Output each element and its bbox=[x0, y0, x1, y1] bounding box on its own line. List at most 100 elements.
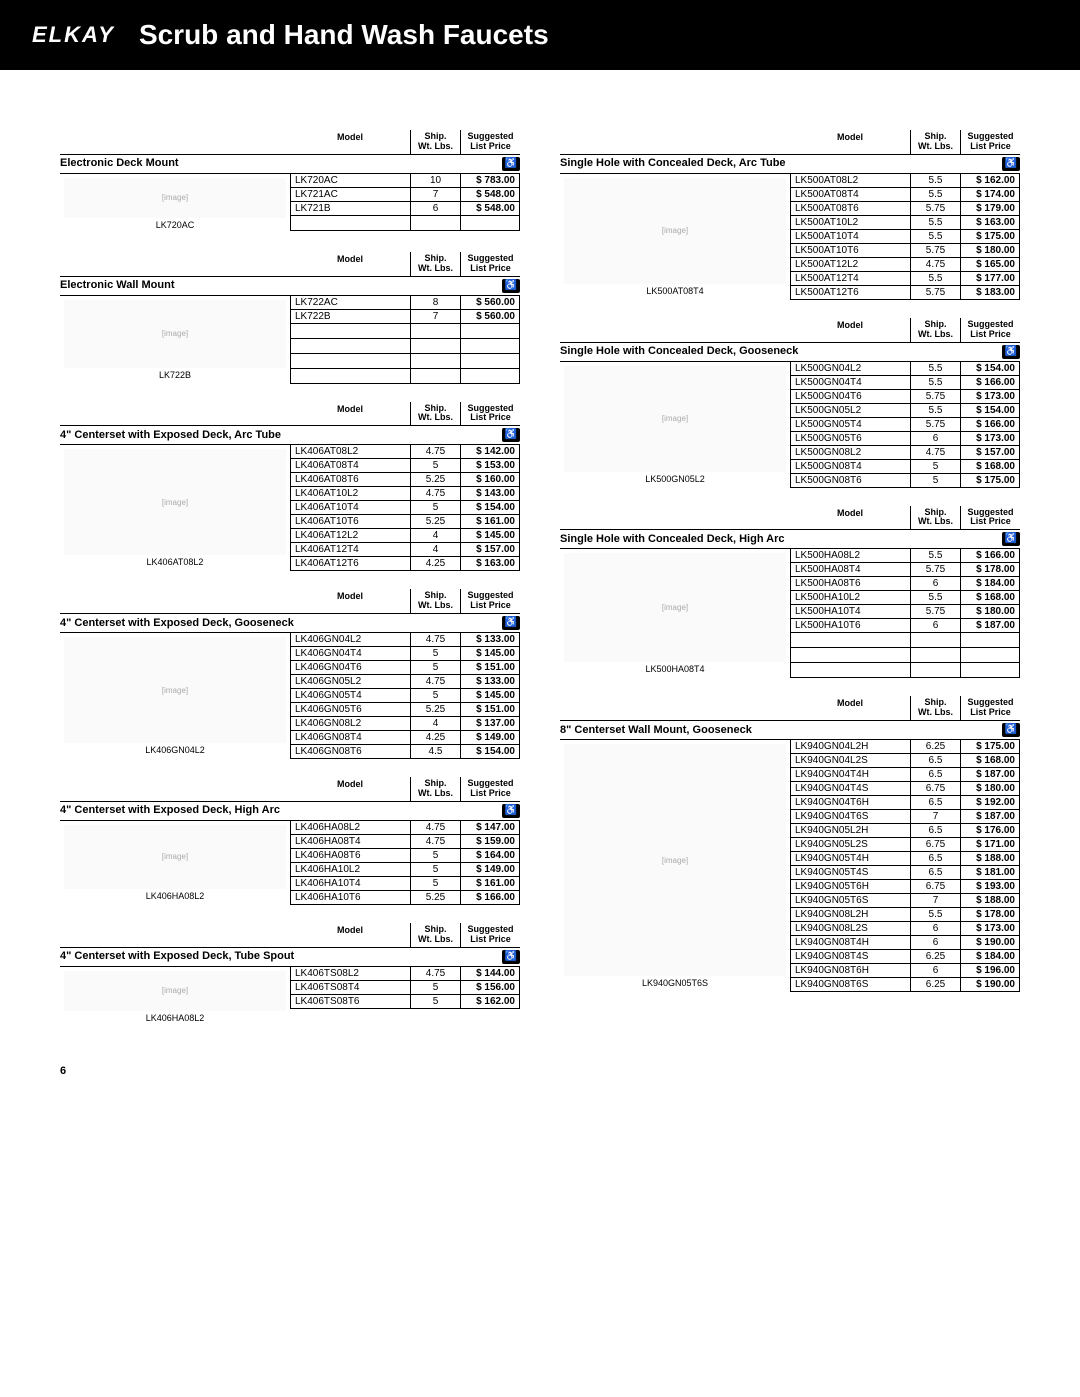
col-list-price: SuggestedList Price bbox=[460, 252, 520, 276]
section-title: Single Hole with Concealed Deck, Arc Tub… bbox=[560, 157, 1002, 170]
cell-price: $ 184.00 bbox=[960, 950, 1020, 963]
cell-model: LK406AT12T4 bbox=[290, 543, 410, 556]
cell-price: $ 166.00 bbox=[960, 549, 1020, 562]
cell-model: LK406TS08T4 bbox=[290, 981, 410, 994]
table-row: LK406HA10T45$ 161.00 bbox=[290, 877, 520, 891]
cell-price: $ 145.00 bbox=[460, 689, 520, 702]
product-section: ModelShip.Wt. Lbs.SuggestedList PriceEle… bbox=[60, 252, 520, 384]
product-image-cell: [image]LK722B bbox=[60, 296, 290, 384]
cell-weight: 5.25 bbox=[410, 515, 460, 528]
ada-icon: ♿ bbox=[1002, 157, 1020, 171]
cell-model: LK406HA08T4 bbox=[290, 835, 410, 848]
cell-price: $ 187.00 bbox=[960, 810, 1020, 823]
cell-weight bbox=[410, 369, 460, 383]
table-row: LK406GN08L24$ 137.00 bbox=[290, 717, 520, 731]
cell-price: $ 168.00 bbox=[960, 591, 1020, 604]
cell-weight: 5 bbox=[410, 459, 460, 472]
cell-model: LK500AT08T6 bbox=[790, 202, 910, 215]
col-model: Model bbox=[290, 402, 410, 426]
cell-weight: 5 bbox=[410, 501, 460, 514]
cell-price: $ 560.00 bbox=[460, 296, 520, 309]
cell-price: $ 142.00 bbox=[460, 445, 520, 458]
col-ship-wt: Ship.Wt. Lbs. bbox=[910, 506, 960, 530]
cell-model: LK406HA10L2 bbox=[290, 863, 410, 876]
cell-price: $ 162.00 bbox=[960, 174, 1020, 187]
section-body: [image]LK406HA08L2LK406TS08L24.75$ 144.0… bbox=[60, 967, 520, 1027]
table-row: LK500GN04L25.5$ 154.00 bbox=[790, 362, 1020, 376]
cell-price bbox=[460, 354, 520, 368]
section-title-row: 8" Centerset Wall Mount, Gooseneck♿ bbox=[560, 721, 1020, 740]
cell-weight: 5.5 bbox=[910, 362, 960, 375]
cell-model: LK500HA10T4 bbox=[790, 605, 910, 618]
cell-model bbox=[290, 339, 410, 353]
cell-price: $ 183.00 bbox=[960, 286, 1020, 299]
section-body: [image]LK406HA08L2LK406HA08L24.75$ 147.0… bbox=[60, 821, 520, 905]
cell-weight: 6.25 bbox=[910, 740, 960, 753]
cell-weight bbox=[410, 324, 460, 338]
table-row: LK406HA08T44.75$ 159.00 bbox=[290, 835, 520, 849]
cell-weight: 5.75 bbox=[910, 286, 960, 299]
cell-weight: 5 bbox=[410, 877, 460, 890]
cell-price: $ 560.00 bbox=[460, 310, 520, 323]
cell-weight: 6.5 bbox=[910, 852, 960, 865]
cell-model: LK406AT12L2 bbox=[290, 529, 410, 542]
table-row bbox=[290, 369, 520, 384]
cell-price: $ 178.00 bbox=[960, 908, 1020, 921]
cell-weight: 6.75 bbox=[910, 782, 960, 795]
cell-price bbox=[960, 633, 1020, 647]
cell-weight: 8 bbox=[410, 296, 460, 309]
cell-weight: 6.75 bbox=[910, 838, 960, 851]
cell-weight: 5.5 bbox=[910, 216, 960, 229]
cell-price: $ 166.00 bbox=[460, 891, 520, 904]
brand-logo: ELKAY bbox=[32, 22, 115, 48]
table-header: ModelShip.Wt. Lbs.SuggestedList Price bbox=[560, 696, 1020, 721]
cell-weight: 6.75 bbox=[910, 880, 960, 893]
product-rows: LK406TS08L24.75$ 144.00LK406TS08T45$ 156… bbox=[290, 967, 520, 1027]
cell-model: LK500HA10T6 bbox=[790, 619, 910, 632]
cell-price: $ 162.00 bbox=[460, 995, 520, 1008]
col-ship-wt: Ship.Wt. Lbs. bbox=[410, 777, 460, 801]
section-title-row: Electronic Wall Mount♿ bbox=[60, 277, 520, 296]
table-row: LK500AT12L24.75$ 165.00 bbox=[790, 258, 1020, 272]
cell-model: LK406HA08L2 bbox=[290, 821, 410, 834]
cell-weight: 6.5 bbox=[910, 824, 960, 837]
cell-model: LK940GN05L2H bbox=[790, 824, 910, 837]
product-section: ModelShip.Wt. Lbs.SuggestedList Price4" … bbox=[60, 923, 520, 1027]
cell-price: $ 173.00 bbox=[960, 390, 1020, 403]
cell-price bbox=[460, 216, 520, 230]
col-ship-wt: Ship.Wt. Lbs. bbox=[910, 130, 960, 154]
col-list-price: SuggestedList Price bbox=[460, 402, 520, 426]
cell-weight: 6 bbox=[910, 432, 960, 445]
table-row: LK406GN08T44.25$ 149.00 bbox=[290, 731, 520, 745]
table-row: LK940GN05L2H6.5$ 176.00 bbox=[790, 824, 1020, 838]
product-image-cell: [image]LK940GN05T6S bbox=[560, 740, 790, 992]
cell-price: $ 175.00 bbox=[960, 740, 1020, 753]
table-row: LK500GN05T45.75$ 166.00 bbox=[790, 418, 1020, 432]
cell-weight: 5.5 bbox=[910, 272, 960, 285]
cell-weight: 7 bbox=[410, 188, 460, 201]
cell-model: LK406AT08T4 bbox=[290, 459, 410, 472]
col-ship-wt: Ship.Wt. Lbs. bbox=[410, 589, 460, 613]
table-row: LK940GN04L2S6.5$ 168.00 bbox=[790, 754, 1020, 768]
cell-model: LK406AT08L2 bbox=[290, 445, 410, 458]
col-list-price: SuggestedList Price bbox=[460, 923, 520, 947]
table-row: LK500GN08L24.75$ 157.00 bbox=[790, 446, 1020, 460]
header-bar: ELKAY Scrub and Hand Wash Faucets bbox=[0, 0, 1080, 70]
cell-weight: 5 bbox=[410, 995, 460, 1008]
cell-price: $ 548.00 bbox=[460, 202, 520, 215]
section-body: [image]LK940GN05T6SLK940GN04L2H6.25$ 175… bbox=[560, 740, 1020, 992]
cell-model: LK721B bbox=[290, 202, 410, 215]
col-model: Model bbox=[290, 923, 410, 947]
table-row: LK406GN04T45$ 145.00 bbox=[290, 647, 520, 661]
product-image-label: LK940GN05T6S bbox=[642, 978, 708, 988]
cell-model: LK406GN05L2 bbox=[290, 675, 410, 688]
product-section: ModelShip.Wt. Lbs.SuggestedList Price4" … bbox=[60, 777, 520, 905]
cell-weight bbox=[910, 648, 960, 662]
product-image-cell: [image]LK500HA08T4 bbox=[560, 549, 790, 678]
cell-model: LK406GN04T6 bbox=[290, 661, 410, 674]
cell-weight: 5.75 bbox=[910, 390, 960, 403]
section-body: [image]LK720ACLK720AC10$ 783.00LK721AC7$… bbox=[60, 174, 520, 234]
cell-model: LK500AT12L2 bbox=[790, 258, 910, 271]
product-rows: LK720AC10$ 783.00LK721AC7$ 548.00LK721B6… bbox=[290, 174, 520, 234]
cell-price: $ 173.00 bbox=[960, 922, 1020, 935]
